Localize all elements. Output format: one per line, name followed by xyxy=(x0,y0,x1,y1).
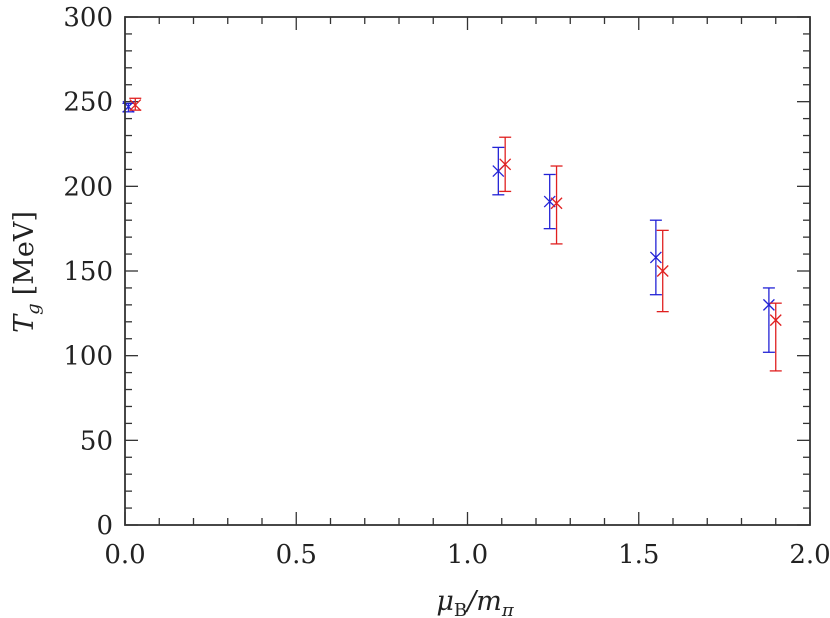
x-marker xyxy=(550,197,563,210)
series-2 xyxy=(129,97,782,372)
axis-ticks xyxy=(124,16,811,526)
data-point xyxy=(499,136,512,193)
y-tick-label: 100 xyxy=(63,342,113,372)
x-marker xyxy=(129,99,142,112)
series-1 xyxy=(122,100,775,353)
data-point xyxy=(762,287,775,353)
x-tick-label: 1.0 xyxy=(447,540,488,570)
plot-frame xyxy=(124,16,811,526)
data-point xyxy=(649,219,662,296)
y-tick-label: 150 xyxy=(63,257,113,287)
x-tick-label: 2.0 xyxy=(789,540,830,570)
x-tick-label: 1.5 xyxy=(618,540,659,570)
data-point xyxy=(769,302,782,372)
x-axis-label: μB/mπ xyxy=(436,586,515,618)
x-marker xyxy=(762,298,775,311)
data-point xyxy=(543,173,556,230)
x-marker xyxy=(499,158,512,171)
x-marker xyxy=(656,265,669,277)
y-tick-label: 50 xyxy=(80,426,113,456)
y-tick-label: 300 xyxy=(63,3,113,33)
x-marker xyxy=(649,251,662,264)
data-point xyxy=(129,97,142,112)
x-marker xyxy=(769,314,782,327)
x-marker xyxy=(543,195,556,208)
y-tick-label: 0 xyxy=(96,511,113,541)
y-tick-label: 200 xyxy=(63,172,113,202)
x-tick-label: 0.5 xyxy=(276,540,317,570)
y-axis-label: Tg[MeV] xyxy=(9,211,44,333)
x-tick-label: 0.0 xyxy=(104,540,145,570)
data-points xyxy=(122,97,782,372)
data-point xyxy=(550,165,563,245)
y-tick-label: 250 xyxy=(63,88,113,118)
data-point xyxy=(656,229,669,313)
tick-labels: 0.0 0.5 1.0 1.5 2.0 0 50 100 150 200 250 300 xyxy=(63,3,830,570)
data-point xyxy=(492,146,505,196)
